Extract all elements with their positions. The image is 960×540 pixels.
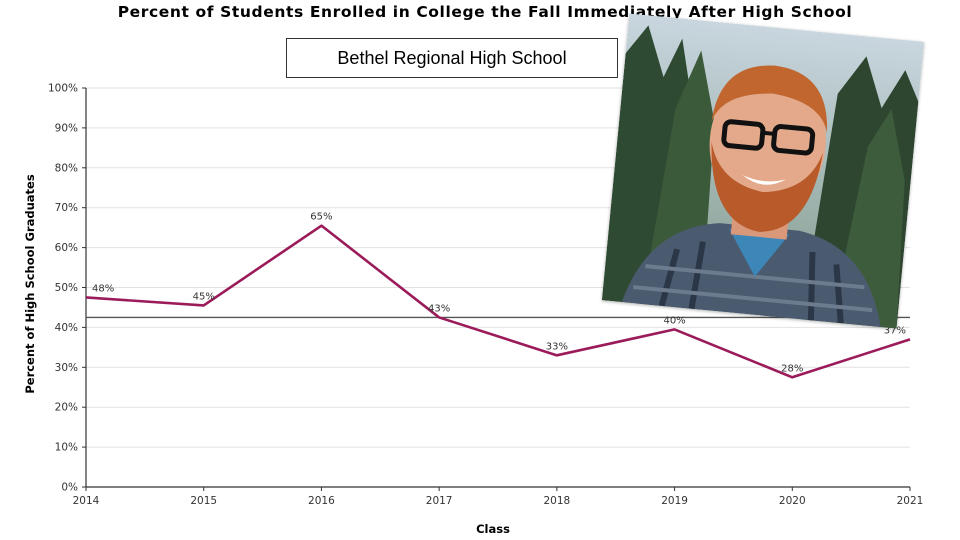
x-tick-label: 2019 <box>661 495 688 507</box>
y-tick-label: 30% <box>55 362 78 374</box>
y-tick-label: 50% <box>55 282 78 294</box>
x-axis-title: Class <box>476 522 510 536</box>
y-axis-title: Percent of High School Graduates <box>23 174 37 393</box>
y-tick-label: 20% <box>55 402 78 414</box>
x-tick-label: 2015 <box>190 495 217 507</box>
data-label: 45% <box>193 291 215 302</box>
x-tick-label: 2014 <box>73 495 100 507</box>
chart-title: Percent of Students Enrolled in College … <box>117 3 853 21</box>
data-label: 33% <box>546 341 568 352</box>
x-axis-ticks: 2014 2015 2016 2017 2018 2019 2020 2021 <box>73 487 924 507</box>
y-tick-label: 40% <box>55 322 78 334</box>
person-portrait-icon <box>601 13 925 329</box>
y-tick-label: 0% <box>61 482 78 494</box>
y-tick-label: 80% <box>55 162 78 174</box>
data-labels: 48% 45% 65% 43% 33% 40% 28% 37% <box>92 212 906 375</box>
school-name-box: Bethel Regional High School <box>286 38 618 78</box>
y-tick-label: 100% <box>48 83 78 95</box>
data-label: 28% <box>781 363 803 374</box>
data-label: 37% <box>884 325 906 336</box>
series-group <box>85 224 911 379</box>
x-tick-label: 2018 <box>543 495 570 507</box>
x-tick-label: 2017 <box>426 495 453 507</box>
y-tick-label: 60% <box>55 242 78 254</box>
x-tick-label: 2020 <box>779 495 806 507</box>
y-axis-ticks: 0% 10% 20% 30% 40% 50% 60% 70% 80% 90% 100% <box>48 83 86 494</box>
x-tick-label: 2021 <box>897 495 924 507</box>
series-line <box>85 224 911 379</box>
y-tick-label: 70% <box>55 202 78 214</box>
data-label: 43% <box>428 303 450 314</box>
x-tick-label: 2016 <box>308 495 335 507</box>
y-tick-label: 90% <box>55 122 78 134</box>
school-name: Bethel Regional High School <box>337 47 567 68</box>
y-tick-label: 10% <box>55 442 78 454</box>
data-label: 48% <box>92 283 114 294</box>
data-label: 65% <box>310 212 332 223</box>
data-label: 40% <box>663 315 685 326</box>
